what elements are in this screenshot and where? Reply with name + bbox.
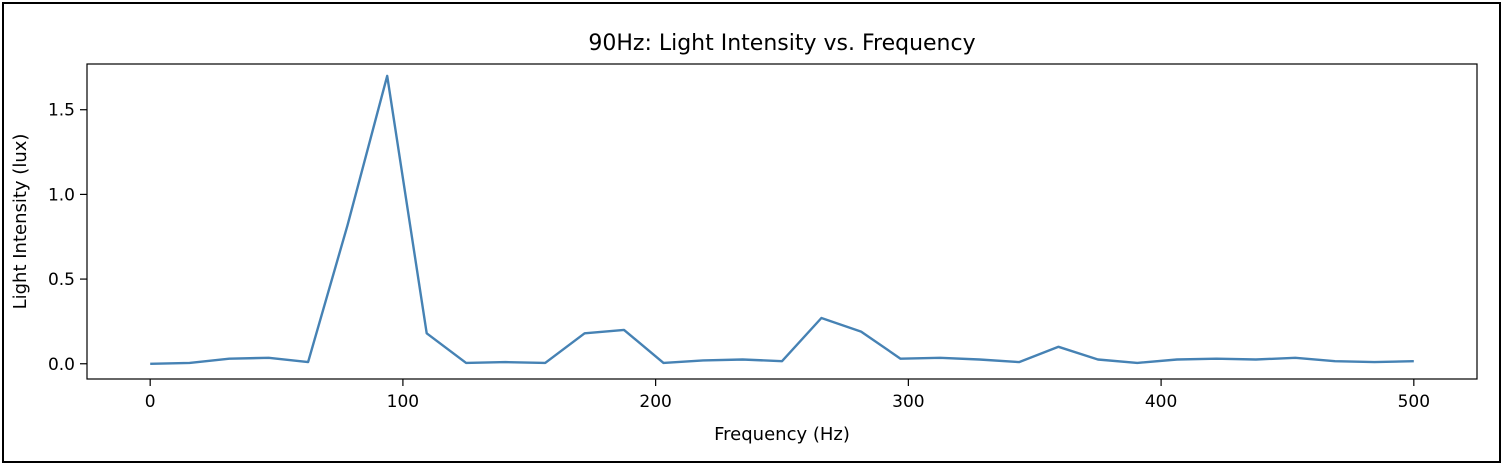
y-tick-label: 0.0: [48, 355, 75, 375]
chart-frame: 90Hz: Light Intensity vs. Frequency 0 100…: [2, 2, 1501, 463]
x-tick-label: 200: [639, 392, 671, 412]
x-tick-label: 400: [1145, 392, 1177, 412]
line-chart: 90Hz: Light Intensity vs. Frequency 0 100…: [10, 31, 1478, 445]
x-tick-label: 500: [1398, 392, 1430, 412]
plot-area: [86, 63, 1478, 380]
y-tick-label: 1.0: [48, 185, 75, 205]
y-axis-label: Light Intensity (lux): [10, 134, 31, 310]
y-axis: 0.0 0.5 1.0 1.5: [48, 101, 87, 375]
x-axis-label: Frequency (Hz): [714, 424, 850, 445]
chart-title: 90Hz: Light Intensity vs. Frequency: [588, 31, 975, 56]
x-tick-label: 100: [387, 392, 419, 412]
x-axis: 0 100 200 300 400 500: [145, 379, 1430, 412]
x-tick-label: 300: [892, 392, 924, 412]
x-tick-label: 0: [145, 392, 156, 412]
y-tick-label: 1.5: [48, 101, 75, 121]
y-tick-label: 0.5: [48, 270, 75, 290]
series-line: [150, 74, 1414, 365]
